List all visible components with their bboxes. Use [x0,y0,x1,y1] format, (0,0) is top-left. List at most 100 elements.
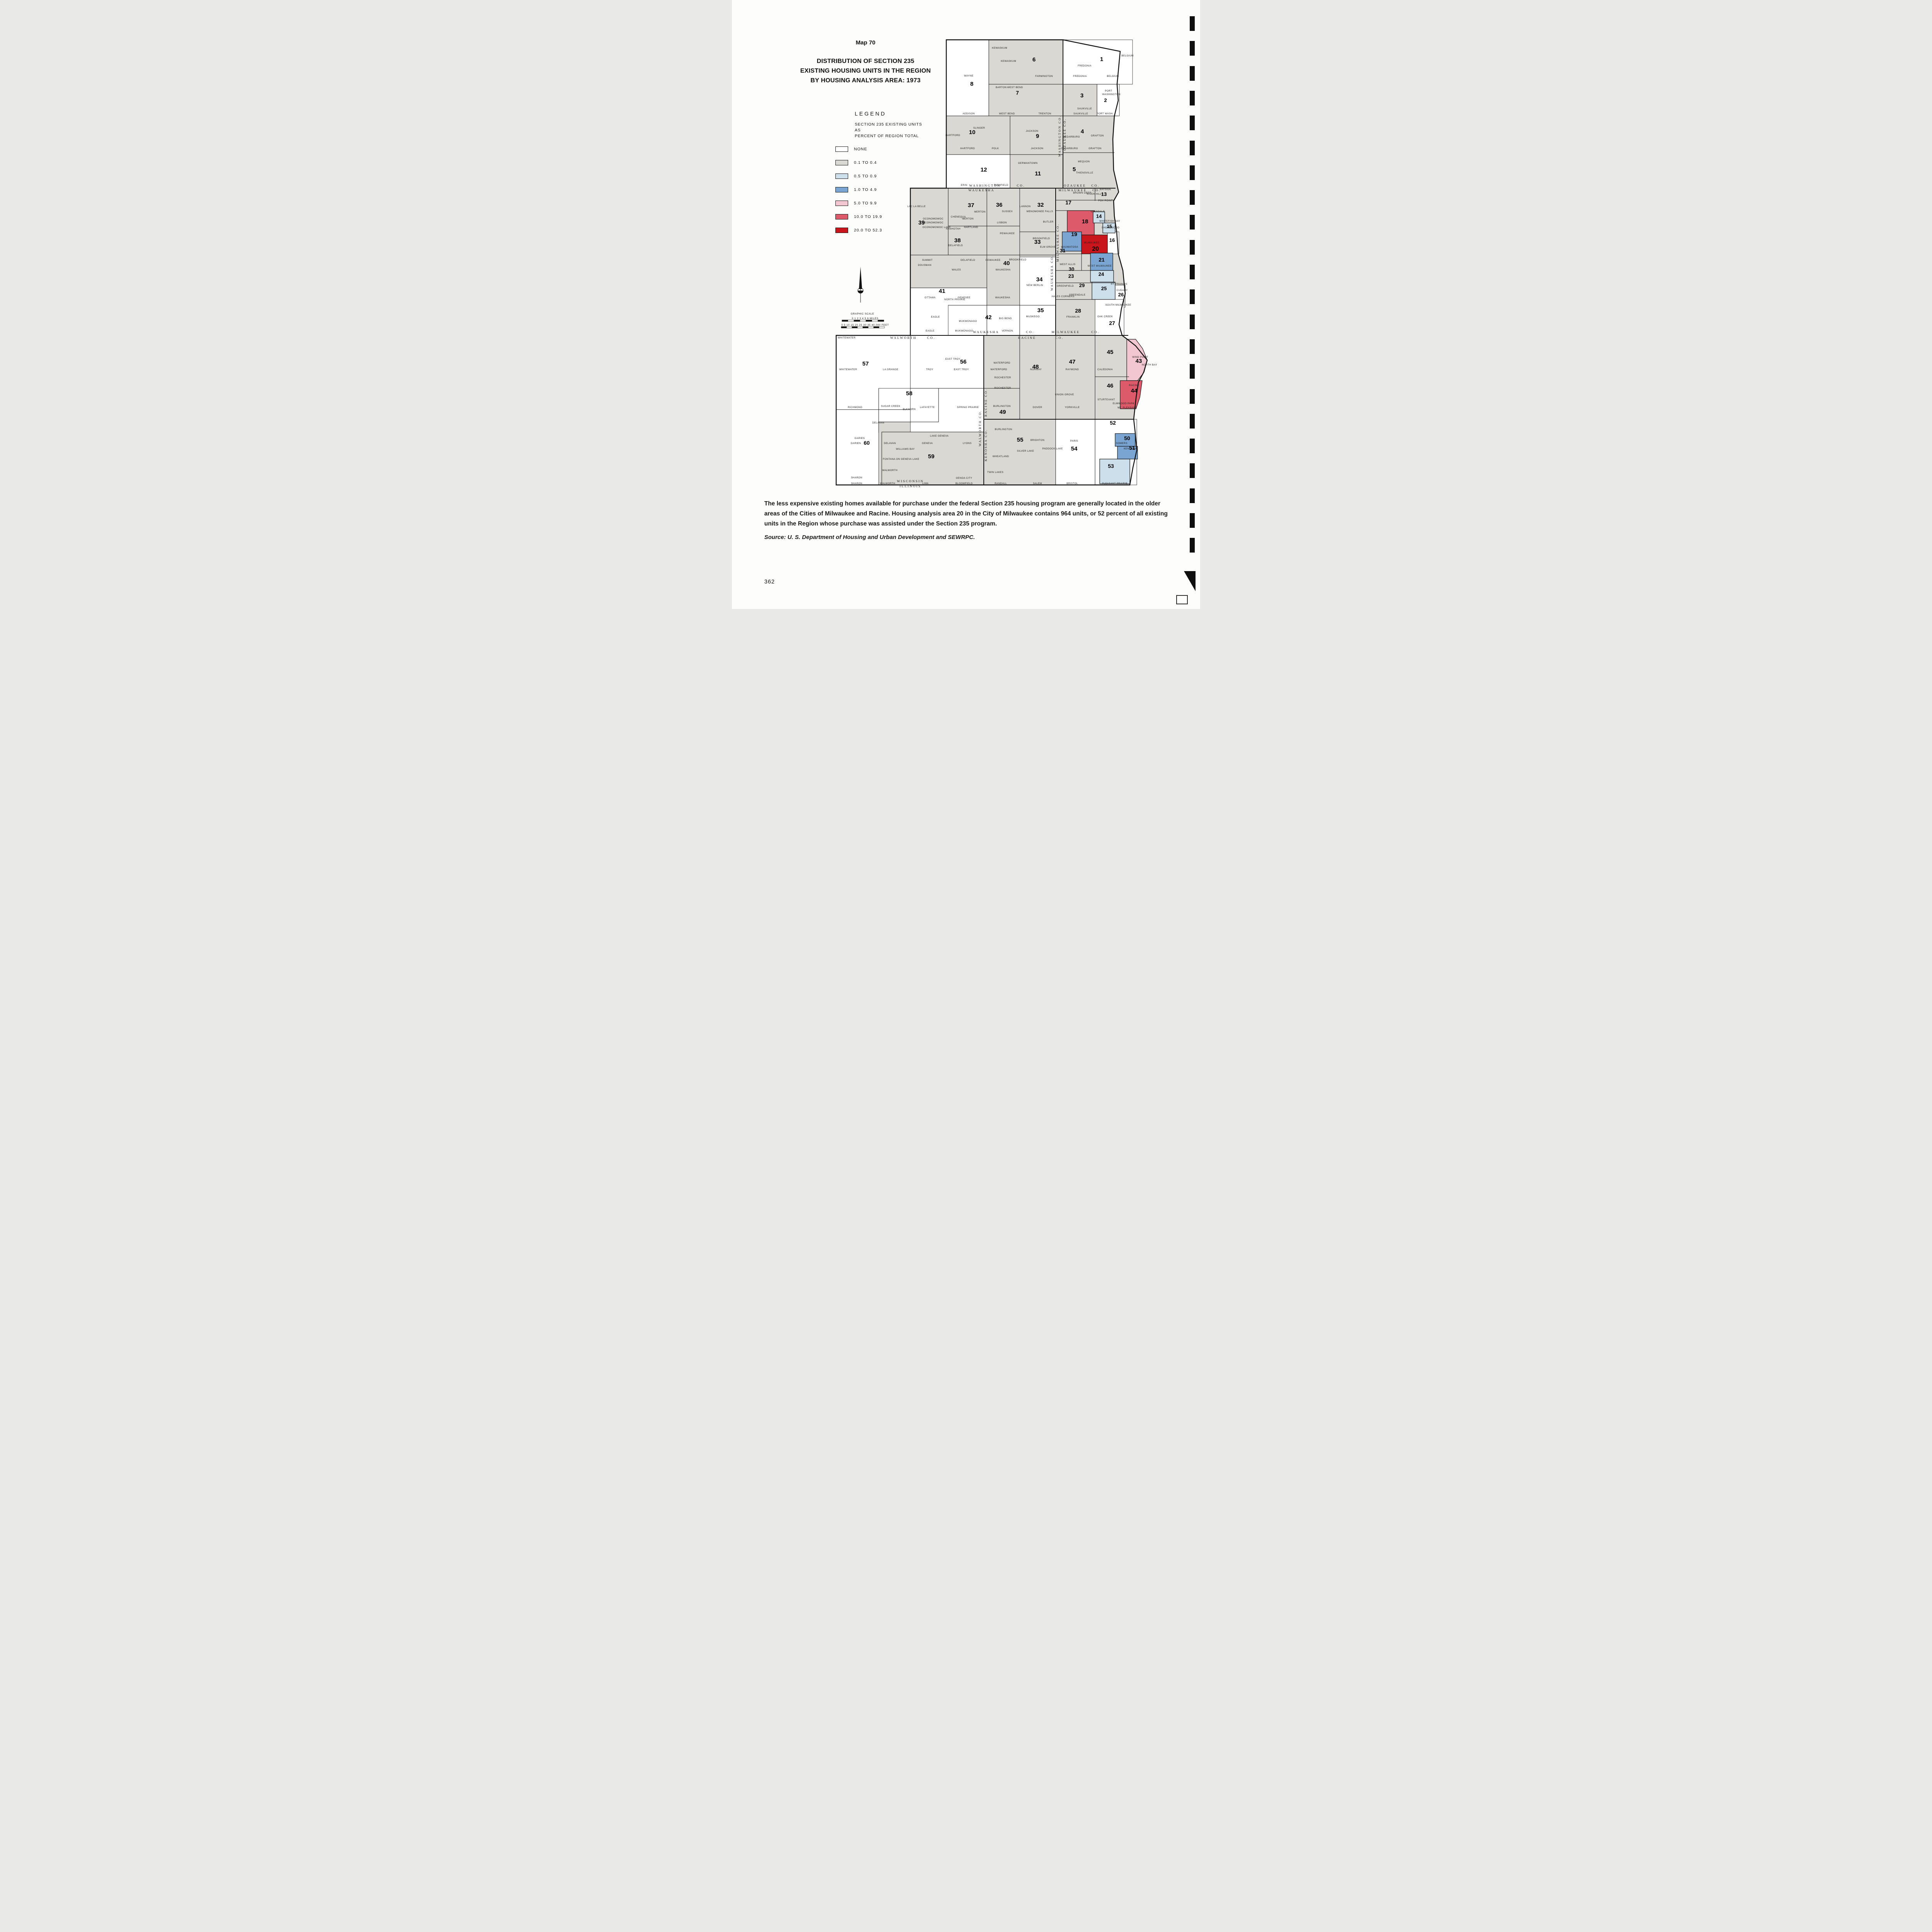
area-number: 51 [1129,445,1135,451]
svg-text:0 5 10 15 20 25 30: 0 5 10 15 20 25 30 35 40,000 FEET [841,324,889,327]
town-label: OTTAWA [925,296,936,299]
town-label: GREENDALE [1069,294,1085,296]
binding-mark [1190,488,1195,503]
binding-mark [1190,339,1195,354]
legend-item-label: 1.0 TO 4.9 [854,187,877,192]
town-label: MEQUON [1078,160,1090,163]
town-label: VERNON [1002,330,1013,332]
county-label: CO. [1055,336,1063,340]
binding-mark [1190,215,1195,230]
legend-item: 0.5 TO 0.9 [835,169,928,183]
county-label: WASHINGTON [969,184,1001,187]
county-label: OZAUKEE CO. [1063,118,1066,151]
town-label: DOUSMAN [918,264,932,267]
scale-bar-segment [846,326,852,328]
town-label: SUGAR CREEK [881,405,901,408]
area-number: 44 [1131,388,1138,394]
town-label: EAST TROY [945,358,960,361]
county-label: ILLINOIS [900,484,921,488]
area-number: 55 [1017,437,1024,443]
county-label: RACINE CO. [984,389,988,417]
graphic-scale: GRAPHIC SCALE 0 1 2 3 4 5 6 MILES 0 5 10… [841,313,889,328]
town-label: BURLINGTON [995,428,1012,431]
scale-bar-segment [852,326,858,328]
area-number: 32 [1037,202,1044,208]
town-label: BRISTOL [1066,482,1078,485]
town-label: OCONOMOWOC [923,221,943,224]
area-number: 43 [1136,358,1142,364]
town-label: LYONS [963,442,972,445]
town-label: TROY [926,368,933,371]
town-label: EAGLE [926,330,935,332]
county-label: MILWAUKEE CO. [1056,223,1060,262]
scale-bar-segment [862,326,869,328]
legend-item-label: 10.0 TO 19.9 [854,214,882,219]
town-label: CEDARBURG [1061,147,1078,150]
town-label: NASHOTAH [946,228,961,230]
town-label: PLEASANT PRAIRIE [1102,482,1128,485]
analysis-area-boundaries [836,40,1129,485]
town-label: SHARON [851,476,862,479]
binding-mark [1190,116,1195,131]
county-label: CO. [1092,188,1100,192]
area-number: 38 [954,237,961,244]
area-number: 37 [968,202,975,209]
scale-bar-segment [873,326,879,328]
town-label: RICHMOND [848,406,862,409]
area-number: 33 [1034,239,1041,245]
area-number: 27 [1109,320,1115,326]
town-label: SOUTH MILWAUKEE [1105,304,1131,306]
binding-mark [1190,265,1195,279]
area-15-region [1102,223,1116,233]
area-number: 30 [1069,266,1074,272]
town-label: BELGIUM [1121,54,1133,57]
area-44-region [1120,380,1143,409]
north-arrow [857,267,864,303]
town-label: WEST MILWAUKEE [1088,265,1112,267]
town-label: ELMWOOD PARK [1113,402,1135,405]
town-label: MUSKEGO [1026,315,1040,318]
town-label: ERIN [961,184,968,187]
town-label: RAYMOND [1066,368,1079,371]
area-number: 8 [970,81,973,87]
town-label: BUTLER [1043,221,1053,223]
area-53-region [1099,459,1130,484]
county-label: OZAUKEE [1064,184,1086,187]
area-number: 4 [1081,128,1084,135]
town-label: NORWAY [1030,368,1042,371]
scale-bar-segment [857,326,863,328]
area-number: 35 [1037,307,1044,314]
legend: LEGEND SECTION 235 EXISTING UNITS AS PER… [835,111,928,237]
county-label: MILWAUKEE [1058,188,1087,192]
area-number: 11 [1035,170,1041,177]
town-label: WILLIAMS BAY [896,448,915,451]
town-label: TRENTON [1038,112,1051,115]
legend-swatch [835,173,848,179]
legend-item: NONE [835,142,928,156]
area-number: 10 [969,129,976,136]
area-number: 47 [1069,359,1076,365]
county-label: CO. [1017,184,1025,187]
legend-item-label: 0.5 TO 0.9 [854,173,877,179]
town-label: WALWORTH [880,482,895,485]
county-boundaries [836,40,1134,485]
area-number: 48 [1032,364,1039,370]
town-label: BROOKFIELD [1009,259,1027,261]
town-label: WASHINGTON [1102,93,1120,96]
county-label: WAUKESHA CO. [1050,255,1054,291]
town-label: LISBON [997,221,1007,224]
town-label: DOVER [1033,406,1042,409]
binding-mark [1190,66,1195,81]
legend-item-label: NONE [854,146,867,151]
area-number: 34 [1036,276,1043,283]
legend-item: 20.0 TO 52.3 [835,223,928,237]
scale-bar-segment [872,320,878,322]
binding-mark [1190,439,1195,454]
town-label: BAYSIDE [1100,188,1111,191]
town-label: GRAFTON [1088,147,1102,150]
area-number: 41 [939,288,946,294]
town-label: WALES [952,269,961,271]
town-label: HARTFORD [960,147,975,150]
area-number: 2 [1104,97,1107,103]
svg-text:GRAPHIC SCALE: GRAPHIC SCALE [851,313,874,315]
